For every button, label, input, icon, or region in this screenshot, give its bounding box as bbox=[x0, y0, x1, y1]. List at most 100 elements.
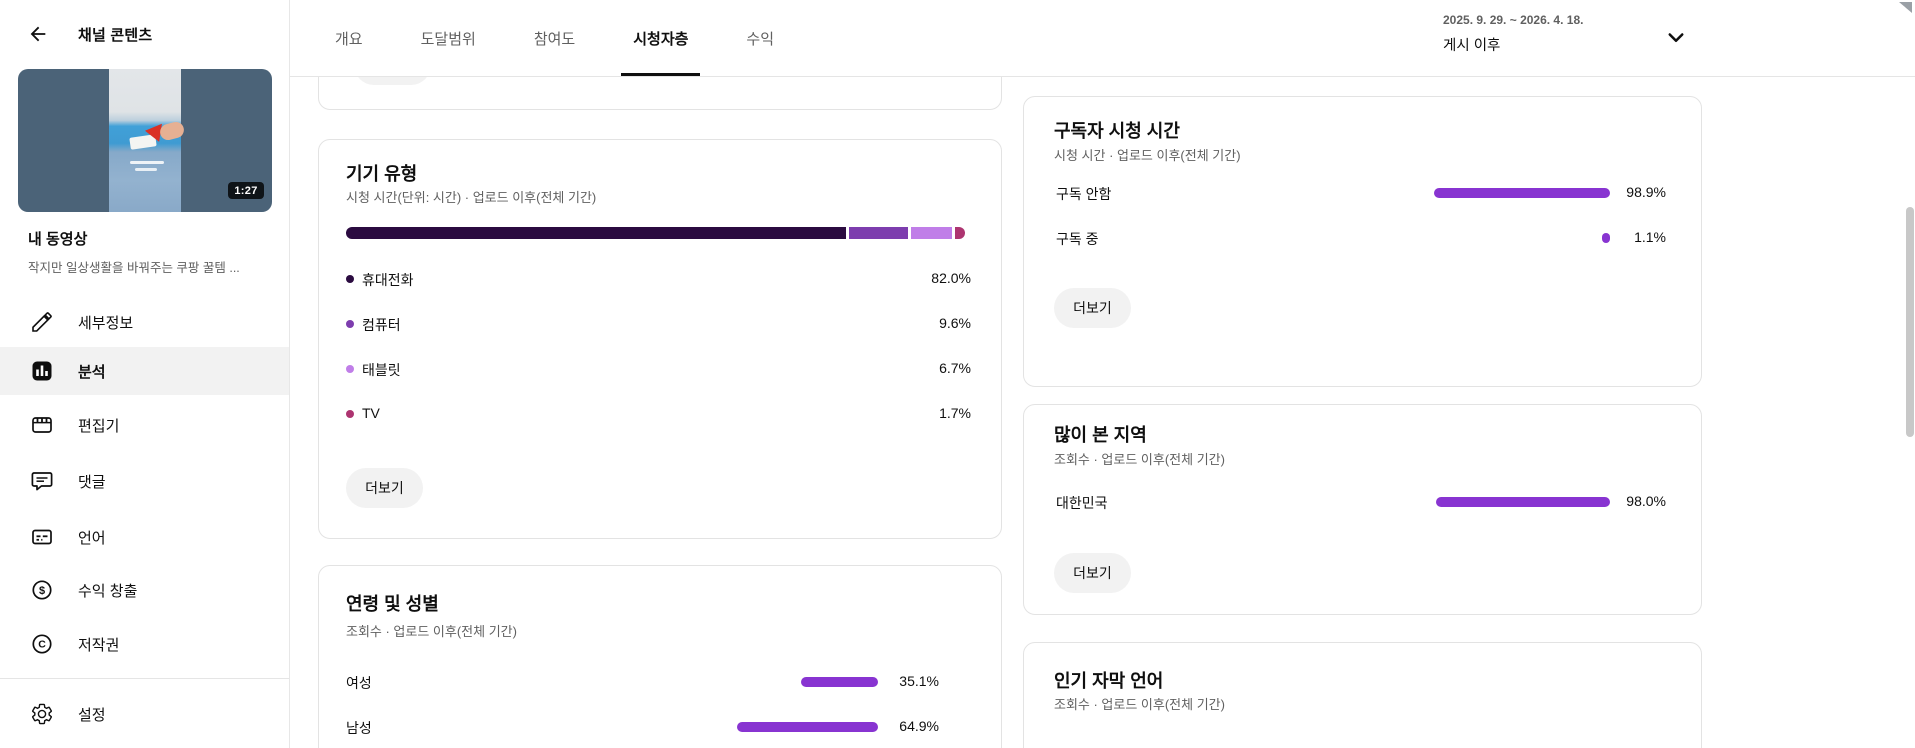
monetization-icon: $ bbox=[30, 578, 54, 602]
tab-revenue[interactable]: 수익 bbox=[746, 30, 775, 48]
sidebar-item-label: 세부정보 bbox=[78, 315, 134, 332]
sidebar-item-label: 언어 bbox=[78, 530, 106, 547]
sidebar-item-copyright[interactable]: C 저작권 bbox=[0, 620, 289, 668]
svg-text:C: C bbox=[38, 639, 46, 651]
device-card-title: 기기 유형 bbox=[346, 164, 418, 184]
legend-label: 태블릿 bbox=[362, 362, 401, 378]
bar-row-south-korea[interactable]: 대한민국 98.0% bbox=[1056, 492, 1666, 512]
bar-row-label: 구독 안함 bbox=[1056, 186, 1112, 202]
tab-reach[interactable]: 도달범위 bbox=[420, 30, 476, 48]
bar-row-value: 98.0% bbox=[1626, 493, 1666, 509]
subscriber-card-subtitle: 시청 시간 · 업로드 이후(전체 기간) bbox=[1054, 148, 1241, 163]
sidebar-item-label: 편집기 bbox=[78, 418, 120, 435]
sidebar-item-editor[interactable]: 편집기 bbox=[0, 401, 289, 449]
device-more-button[interactable]: 더보기 bbox=[346, 468, 423, 508]
legend-row-computer[interactable]: 컴퓨터 9.6% bbox=[346, 314, 971, 334]
sidebar-item-label: 수익 창출 bbox=[78, 583, 138, 600]
device-card-subtitle: 시청 시간(단위: 시간) · 업로드 이후(전체 기간) bbox=[346, 190, 597, 205]
bar-female bbox=[801, 677, 878, 687]
thumbnail-caption-line bbox=[129, 160, 164, 164]
legend-value: 82.0% bbox=[931, 270, 971, 286]
legend-row-mobile[interactable]: 휴대전화 82.0% bbox=[346, 269, 971, 289]
copyright-icon: C bbox=[30, 632, 54, 656]
subtitles-icon bbox=[30, 525, 54, 549]
sidebar-item-label: 분석 bbox=[78, 364, 106, 381]
bar-row-subscribed[interactable]: 구독 중 1.1% bbox=[1056, 228, 1666, 248]
legend-label: TV bbox=[362, 405, 380, 421]
back-arrow-icon[interactable] bbox=[22, 18, 54, 50]
legend-dot bbox=[346, 320, 354, 328]
legend-value: 9.6% bbox=[939, 315, 971, 331]
legend-dot bbox=[346, 365, 354, 373]
sidebar-item-comments[interactable]: 댓글 bbox=[0, 457, 289, 505]
sidebar-item-analytics[interactable]: 분석 bbox=[0, 347, 289, 395]
legend-label: 컴퓨터 bbox=[362, 317, 401, 333]
chevron-down-icon[interactable] bbox=[1661, 22, 1691, 52]
sidebar-item-settings[interactable]: 설정 bbox=[0, 690, 289, 738]
device-type-card: 기기 유형 시청 시간(단위: 시간) · 업로드 이후(전체 기간) 휴대전화… bbox=[318, 139, 1002, 539]
date-mode-label[interactable]: 게시 이후 bbox=[1443, 38, 1501, 54]
thumbnail-caption-line bbox=[134, 167, 157, 171]
date-range-text[interactable]: 2025. 9. 29. ~ 2026. 4. 18. bbox=[1443, 13, 1584, 27]
bar-row-not-subscribed[interactable]: 구독 안함 98.9% bbox=[1056, 183, 1666, 203]
bar-row-male[interactable]: 남성 64.9% bbox=[346, 717, 974, 737]
stacked-segment-tablet bbox=[910, 227, 952, 239]
legend-dot bbox=[346, 410, 354, 418]
sidebar-item-subtitles[interactable]: 언어 bbox=[0, 513, 289, 561]
bar-row-female[interactable]: 여성 35.1% bbox=[346, 672, 974, 692]
bar-not-subscribed bbox=[1433, 188, 1610, 198]
sidebar-item-label: 저작권 bbox=[78, 637, 120, 654]
comments-icon bbox=[30, 469, 54, 493]
bar-row-label: 대한민국 bbox=[1056, 495, 1108, 511]
bar-row-value: 64.9% bbox=[899, 718, 939, 734]
geography-card-title: 많이 본 지역 bbox=[1054, 425, 1147, 445]
editor-icon bbox=[30, 413, 54, 437]
bar-row-label: 구독 중 bbox=[1056, 231, 1099, 247]
analytics-header: 개요 도달범위 참여도 시청자층 수익 2025. 9. 29. ~ 2026.… bbox=[289, 0, 1915, 77]
tab-engagement[interactable]: 참여도 bbox=[533, 30, 576, 48]
bar-south-korea bbox=[1435, 497, 1610, 507]
sidebar-header: 채널 콘텐츠 bbox=[0, 10, 289, 56]
video-title: 내 동영상 bbox=[28, 231, 88, 248]
geography-card-subtitle: 조회수 · 업로드 이후(전체 기간) bbox=[1054, 452, 1225, 467]
corner-triangle-icon bbox=[1899, 2, 1912, 13]
tab-audience[interactable]: 시청자층 bbox=[621, 0, 701, 76]
geography-more-button[interactable]: 더보기 bbox=[1054, 553, 1131, 593]
bar-male bbox=[736, 722, 878, 732]
video-duration-badge: 1:27 bbox=[228, 182, 264, 199]
channel-content-title: 채널 콘텐츠 bbox=[78, 27, 153, 44]
legend-dot bbox=[346, 275, 354, 283]
bar-row-value: 1.1% bbox=[1634, 229, 1666, 245]
tab-overview[interactable]: 개요 bbox=[335, 30, 363, 48]
subscriber-card-title: 구독자 시청 시간 bbox=[1054, 121, 1180, 141]
age-gender-subtitle: 조회수 · 업로드 이후(전체 기간) bbox=[346, 624, 517, 639]
subscriber-more-button[interactable]: 더보기 bbox=[1054, 288, 1131, 328]
geography-card: 많이 본 지역 조회수 · 업로드 이후(전체 기간) 대한민국 98.0% 더… bbox=[1023, 404, 1702, 615]
svg-text:$: $ bbox=[39, 585, 45, 597]
analytics-tabs: 개요 도달범위 참여도 시청자층 수익 bbox=[323, 0, 786, 76]
sidebar-item-label: 설정 bbox=[78, 707, 106, 724]
bar-row-value: 98.9% bbox=[1626, 184, 1666, 200]
stacked-segment-computer bbox=[849, 227, 908, 239]
legend-value: 6.7% bbox=[939, 360, 971, 376]
age-gender-card: 연령 및 성별 조회수 · 업로드 이후(전체 기간) 여성 35.1% 남성 … bbox=[318, 565, 1002, 748]
legend-row-tablet[interactable]: 태블릿 6.7% bbox=[346, 359, 971, 379]
legend-row-tv[interactable]: TV 1.7% bbox=[346, 404, 971, 424]
bar-row-label: 남성 bbox=[346, 720, 372, 736]
stacked-segment-tv bbox=[954, 227, 965, 239]
age-gender-title: 연령 및 성별 bbox=[346, 594, 439, 614]
gear-icon bbox=[30, 702, 54, 726]
sidebar-item-monetization[interactable]: $ 수익 창출 bbox=[0, 566, 289, 614]
pencil-icon bbox=[30, 310, 54, 334]
sidebar-item-details[interactable]: 세부정보 bbox=[0, 298, 289, 346]
legend-value: 1.7% bbox=[939, 405, 971, 421]
legend-label: 휴대전화 bbox=[362, 272, 414, 288]
page-scrollbar[interactable] bbox=[1906, 207, 1914, 437]
bar-row-label: 여성 bbox=[346, 675, 372, 691]
video-description: 작지만 일상생활을 바꿔주는 쿠팡 꿀템 ... bbox=[28, 261, 240, 275]
analytics-icon bbox=[30, 359, 54, 383]
sidebar-item-label: 댓글 bbox=[78, 474, 106, 491]
bar-row-value: 35.1% bbox=[899, 673, 939, 689]
sidebar-divider bbox=[0, 678, 289, 679]
